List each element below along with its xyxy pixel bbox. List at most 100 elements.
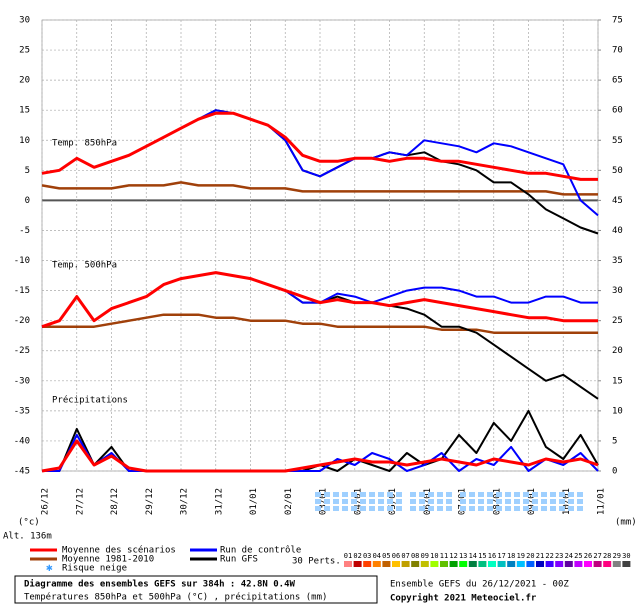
pert-swatch xyxy=(536,561,544,567)
pert-swatch xyxy=(372,561,381,567)
pert-label: 20 xyxy=(526,552,534,560)
snow-risk-icon xyxy=(487,499,493,504)
snow-risk-icon xyxy=(437,499,443,504)
pert-swatch xyxy=(478,561,487,567)
pert-label: 28 xyxy=(603,552,611,560)
y-tick-label: -40 xyxy=(14,436,30,446)
pert-label: 22 xyxy=(545,552,553,560)
y-tick-label: -30 xyxy=(14,376,30,386)
legend-label: Run de contrôle xyxy=(220,545,301,556)
pert-swatch xyxy=(411,561,420,567)
snow-risk-icon xyxy=(532,506,538,511)
pert-label: 24 xyxy=(565,552,573,560)
snow-risk-icon xyxy=(478,492,484,497)
snow-risk-icon xyxy=(523,492,529,497)
snow-risk-icon xyxy=(532,492,538,497)
pert-label: 12 xyxy=(449,552,457,560)
snow-risk-icon xyxy=(369,499,375,504)
snow-risk-icon xyxy=(505,499,511,504)
legend-label: Risque neige xyxy=(62,564,127,574)
pert-label: 08 xyxy=(411,552,419,560)
snow-risk-icon xyxy=(550,499,556,504)
snow-risk-icon xyxy=(559,506,565,511)
snow-risk-icon xyxy=(324,492,330,497)
panel-label: Temp. 500hPa xyxy=(52,261,117,271)
y-tick-label: 15 xyxy=(19,106,30,116)
y-tick-label: -35 xyxy=(14,406,30,416)
x-tick-label: 02/01 xyxy=(284,488,294,515)
pert-label: 03 xyxy=(363,552,371,560)
pert-swatch xyxy=(516,561,525,567)
snow-risk-icon xyxy=(378,499,384,504)
series-line xyxy=(42,313,598,334)
pert-label: 05 xyxy=(382,552,390,560)
snow-risk-icon xyxy=(428,499,434,504)
snow-risk-icon xyxy=(460,499,466,504)
snow-risk-icon xyxy=(514,499,520,504)
pert-swatch xyxy=(584,561,592,567)
snow-risk-icon xyxy=(315,499,321,504)
snow-risk-icon xyxy=(523,506,529,511)
snow-risk-icon xyxy=(428,492,434,497)
snow-risk-icon xyxy=(568,492,574,497)
snow-risk-icon xyxy=(496,506,502,511)
y2-tick-label: 70 xyxy=(612,46,623,56)
snow-risk-icon xyxy=(514,492,520,497)
x-tick-label: 10/01 xyxy=(562,488,572,515)
snow-risk-icon xyxy=(550,506,556,511)
pert-label: 16 xyxy=(488,552,496,560)
snow-risk-icon xyxy=(342,492,348,497)
y2-tick-label: 55 xyxy=(612,136,623,146)
snow-risk-icon xyxy=(469,499,475,504)
pert-label: 07 xyxy=(401,552,409,560)
snow-risk-icon xyxy=(410,499,416,504)
legend-label: Run GFS xyxy=(220,555,258,565)
snow-risk-icon xyxy=(342,499,348,504)
snow-risk-icon xyxy=(315,506,321,511)
snow-risk-icon xyxy=(333,506,339,511)
snow-risk-icon xyxy=(505,506,511,511)
snow-risk-icon xyxy=(387,499,393,504)
snow-risk-icon xyxy=(478,499,484,504)
pert-label: 18 xyxy=(507,552,515,560)
snow-risk-icon xyxy=(419,492,425,497)
pert-label: 09 xyxy=(421,552,429,560)
snow-risk-icon xyxy=(577,506,583,511)
snow-risk-icon xyxy=(396,506,402,511)
snow-risk-icon xyxy=(460,492,466,497)
y2-tick-label: 45 xyxy=(612,196,623,206)
pert-swatch xyxy=(564,561,573,567)
snow-risk-icon xyxy=(559,492,565,497)
snow-risk-icon xyxy=(396,492,402,497)
pert-label: 15 xyxy=(478,552,486,560)
y-tick-label: -15 xyxy=(14,286,30,296)
snow-risk-icon xyxy=(568,506,574,511)
x-tick-label: 03/01 xyxy=(319,488,329,515)
pert-swatch xyxy=(363,561,372,567)
pert-label: 11 xyxy=(440,552,448,560)
snow-risk-icon xyxy=(419,499,425,504)
y-tick-label: 25 xyxy=(19,46,30,56)
snow-risk-icon xyxy=(496,499,502,504)
pert-label: 13 xyxy=(459,552,467,560)
snow-risk-icon xyxy=(410,492,416,497)
snow-risk-icon xyxy=(410,506,416,511)
y-unit: (°c) xyxy=(18,518,40,528)
x-tick-label: 31/12 xyxy=(214,488,224,515)
pert-label: 29 xyxy=(613,552,621,560)
x-tick-label: 04/01 xyxy=(353,488,363,515)
snow-risk-icon xyxy=(532,499,538,504)
pert-swatch xyxy=(622,561,631,567)
snow-risk-icon xyxy=(523,499,529,504)
y2-tick-label: 65 xyxy=(612,76,623,86)
pert-label: 30 xyxy=(622,552,630,560)
snow-risk-icon xyxy=(541,492,547,497)
y2-tick-label: 75 xyxy=(612,16,623,26)
y2-tick-label: 10 xyxy=(612,406,623,416)
legend-label: Moyenne 1981-2010 xyxy=(62,555,154,565)
pert-swatch xyxy=(449,561,458,567)
snow-risk-icon xyxy=(446,506,452,511)
pert-swatch xyxy=(612,561,621,567)
snow-risk-icon xyxy=(360,492,366,497)
